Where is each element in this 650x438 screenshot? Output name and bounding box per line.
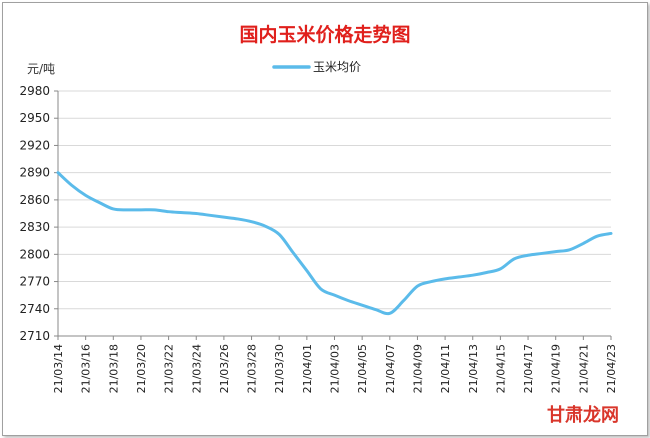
data-point [389,312,391,314]
x-tick-label: 21/04/03 [329,344,342,393]
data-point [361,304,363,306]
chart-legend: 玉米均价 [272,60,361,74]
x-tick-label: 21/03/26 [218,344,231,393]
x-tick-label: 21/04/11 [439,344,452,393]
data-point [319,288,321,290]
legend-label: 玉米均价 [313,60,361,74]
axes [57,91,611,337]
data-point [499,268,501,270]
watermark-brand: 甘肃龙网 [547,404,619,426]
data-point [250,220,252,222]
data-point [347,299,349,301]
series-points [57,171,612,314]
y-tick-label: 2710 [19,329,50,343]
x-tick-label: 21/04/05 [356,344,369,393]
x-tick-label: 21/04/23 [605,344,618,393]
y-tick-label: 2740 [19,302,50,316]
y-tick-label: 2890 [19,166,50,180]
x-axis-ticks: 21/03/14 21/03/16 21/03/18 21/03/20 21/03/22… [52,336,618,393]
data-point [140,209,142,211]
series-line-corn-average-price [56,171,613,316]
data-point [402,299,404,301]
data-point [458,276,460,278]
data-point [98,201,100,203]
data-point [375,308,377,310]
y-tick-label: 2860 [19,193,50,207]
data-point [513,258,515,260]
data-point [264,225,266,227]
data-point [430,280,432,282]
data-point [472,274,474,276]
y-tick-label: 2950 [19,111,50,125]
chart-title: 国内玉米价格走势图 [239,23,410,46]
data-point [610,232,612,234]
watermark: 甘肃龙网 [547,404,619,426]
data-point [555,250,557,252]
data-point [416,285,418,287]
data-point [292,251,294,253]
x-tick-label: 21/04/15 [494,344,507,393]
data-point [195,212,197,214]
data-point [333,294,335,296]
y-tick-label: 2980 [19,84,50,98]
y-axis-ticks: 2710 2740 2770 2800 2830 2860 2890 2920 2950 2980 [19,84,58,343]
data-point [112,208,114,210]
data-point [223,216,225,218]
data-point [596,235,598,237]
data-point [167,210,169,212]
x-tick-label: 21/04/01 [301,344,314,393]
y-axis-unit-label: 元/吨 [27,62,55,76]
data-point [71,184,73,186]
grid-lines [58,90,611,310]
data-point [582,242,584,244]
y-tick-label: 2920 [19,138,50,152]
data-point [568,249,570,251]
x-tick-label: 21/04/13 [467,344,480,393]
data-point [444,278,446,280]
data-point [154,209,156,211]
x-tick-label: 21/03/28 [246,344,259,393]
x-tick-label: 21/04/19 [550,344,563,393]
x-tick-label: 21/04/21 [577,344,590,393]
data-point [527,254,529,256]
data-point [541,252,543,254]
x-tick-label: 21/04/09 [411,344,424,393]
data-point [485,271,487,273]
data-point [237,218,239,220]
x-tick-label: 21/04/07 [384,344,397,393]
x-tick-label: 21/04/17 [522,344,535,393]
price-line-chart: 国内玉米价格走势图 元/吨 玉米均价 271027402770280028302… [19,23,619,426]
y-tick-label: 2830 [19,220,50,234]
y-tick-label: 2800 [19,247,50,261]
data-point [57,171,59,173]
data-point [278,233,280,235]
data-point [209,214,211,216]
x-tick-label: 21/03/14 [52,344,65,393]
x-tick-label: 21/03/18 [107,344,120,393]
x-tick-label: 21/03/30 [273,344,286,393]
x-tick-label: 21/03/22 [163,344,176,393]
x-tick-label: 21/03/24 [190,344,203,393]
x-tick-label: 21/03/20 [135,344,148,393]
data-point [306,269,308,271]
x-tick-label: 21/03/16 [80,344,93,393]
data-point [181,211,183,213]
data-point [84,194,86,196]
data-point [126,209,128,211]
y-tick-label: 2770 [19,275,50,289]
